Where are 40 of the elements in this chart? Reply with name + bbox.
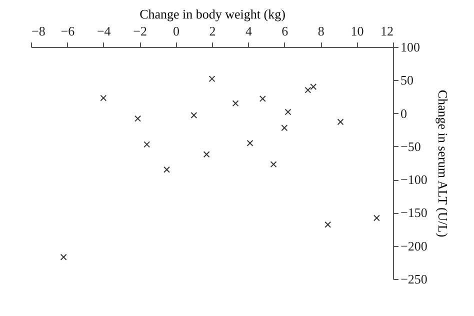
y-tick-label: 0 — [400, 106, 407, 121]
y-tick-label: −200 — [400, 238, 428, 254]
x-tick-label: −4 — [96, 24, 112, 38]
point — [100, 94, 107, 102]
y-tick-label: −150 — [400, 205, 428, 220]
y-tick-label: −250 — [400, 272, 428, 286]
x-tick-label: −6 — [60, 24, 76, 38]
point — [203, 151, 210, 158]
x-tick-label: 8 — [318, 24, 324, 38]
x-tick-label: 0 — [173, 24, 180, 38]
x-axis-title: Change in body weight (kg) — [140, 6, 286, 22]
y-tick-label: −50 — [400, 138, 421, 154]
x-tick-label: 12 — [380, 24, 394, 38]
point — [270, 161, 277, 168]
point — [208, 76, 216, 82]
y-tick-label: −100 — [400, 172, 428, 188]
point — [164, 166, 170, 173]
point — [259, 95, 266, 102]
point — [232, 100, 239, 107]
point — [337, 118, 344, 126]
x-tick-label: −2 — [133, 24, 148, 38]
point — [190, 112, 198, 119]
point — [134, 115, 142, 122]
point — [281, 124, 288, 132]
point — [246, 140, 254, 146]
x-tick-label: 10 — [350, 24, 364, 38]
point — [60, 254, 67, 260]
x-tick-label: −8 — [32, 24, 46, 38]
x-tick-label: 4 — [245, 24, 252, 38]
y-tick-label: 50 — [400, 72, 414, 88]
y-tick-label: 100 — [400, 40, 420, 54]
x-tick-label: 2 — [209, 24, 216, 38]
point — [144, 141, 150, 148]
y-axis-title: Change in serum ALT (U/L) — [435, 90, 450, 238]
point — [373, 214, 380, 222]
x-tick-label: 6 — [282, 24, 289, 38]
point — [324, 221, 332, 228]
point — [304, 86, 312, 94]
point — [310, 84, 317, 90]
point — [284, 108, 292, 116]
